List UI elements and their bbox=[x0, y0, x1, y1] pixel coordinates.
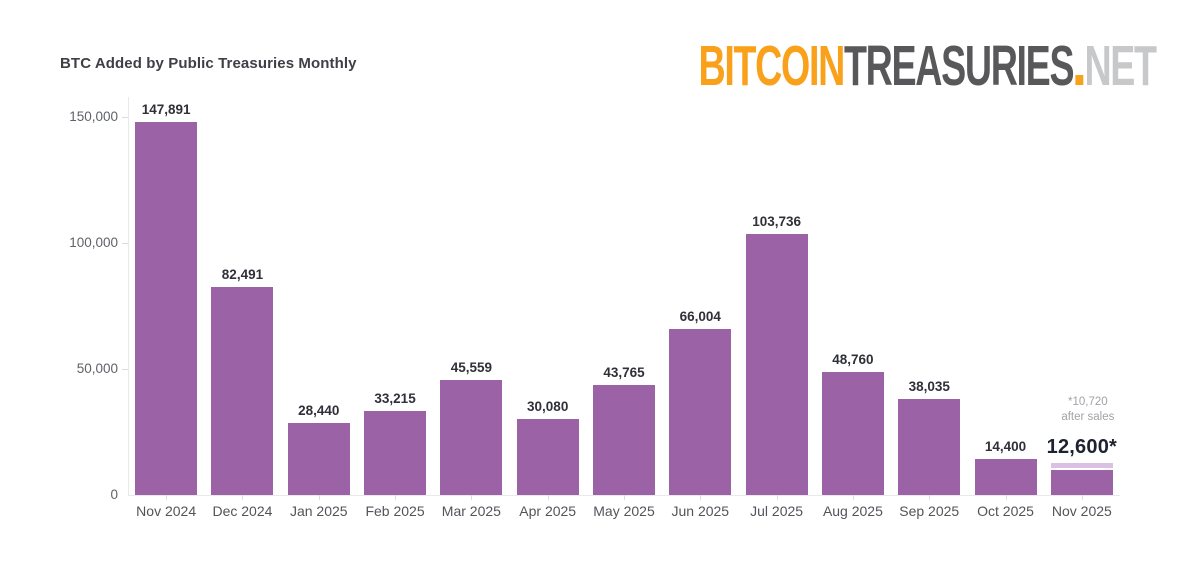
chart-title: BTC Added by Public Treasuries Monthly bbox=[60, 55, 357, 72]
bar-value-label-jan-2025: 28,440 bbox=[298, 403, 340, 419]
bar-jun-2025[interactable] bbox=[669, 328, 732, 495]
y-axis-tick-label: 100,000 bbox=[69, 235, 118, 250]
bar-apr-2025[interactable] bbox=[516, 419, 579, 495]
bar-value-label-nov-2025: 12,600* bbox=[1046, 436, 1118, 459]
y-axis-tick-label: 0 bbox=[110, 487, 118, 502]
x-axis-label-dec-2024: Dec 2024 bbox=[212, 503, 273, 519]
x-axis-tick bbox=[242, 495, 244, 500]
x-axis-tick bbox=[547, 495, 549, 500]
x-axis-tick bbox=[929, 495, 931, 500]
x-axis-label-feb-2025: Feb 2025 bbox=[365, 503, 425, 519]
bar-mar-2025[interactable] bbox=[440, 380, 503, 495]
logo-bitcoin-text: BITCOIN bbox=[698, 34, 846, 98]
x-axis-tick bbox=[624, 495, 625, 500]
x-axis-label-mar-2025: Mar 2025 bbox=[441, 503, 501, 519]
bar-value-label-may-2025: 43,765 bbox=[603, 364, 645, 380]
x-axis-tick bbox=[700, 495, 702, 500]
x-axis-label-jul-2025: Jul 2025 bbox=[750, 503, 804, 519]
bar-value-label-sep-2025: 38,035 bbox=[908, 379, 950, 395]
annotation-line-1: *10,720 bbox=[1068, 396, 1108, 409]
logo-dot-icon bbox=[1075, 75, 1084, 85]
annotation-line-2: after sales bbox=[1061, 411, 1115, 424]
y-axis-tick bbox=[122, 369, 128, 370]
y-axis-tick bbox=[122, 243, 128, 244]
after-sales-annotation: *10,720 after sales bbox=[1028, 395, 1148, 425]
bar-nov-2025[interactable] bbox=[1050, 463, 1113, 495]
bar-value-label-nov-2024: 147,891 bbox=[141, 102, 191, 118]
x-axis-tick bbox=[852, 495, 854, 500]
bar-nov-2024[interactable] bbox=[135, 122, 198, 495]
bar-value-label-aug-2025: 48,760 bbox=[832, 352, 874, 368]
bar-value-label-feb-2025: 33,215 bbox=[374, 391, 416, 407]
x-axis-tick bbox=[471, 495, 473, 500]
x-axis-label-nov-2024: Nov 2024 bbox=[136, 503, 197, 519]
bar-value-label-apr-2025: 30,080 bbox=[527, 399, 569, 415]
x-axis-label-nov-2025: Nov 2025 bbox=[1051, 503, 1112, 519]
bar-may-2025[interactable] bbox=[593, 384, 655, 495]
bar-value-label-dec-2024: 82,491 bbox=[221, 267, 264, 283]
x-axis-tick bbox=[395, 495, 397, 500]
x-axis-tick bbox=[1081, 495, 1083, 500]
x-axis-tick bbox=[776, 495, 778, 500]
bar-oct-2025[interactable] bbox=[974, 458, 1037, 495]
y-axis-tick bbox=[122, 117, 128, 118]
x-axis-tick bbox=[1005, 495, 1007, 500]
y-axis-tick-label: 50,000 bbox=[76, 361, 118, 376]
x-axis-label-sep-2025: Sep 2025 bbox=[899, 503, 960, 519]
x-axis-label-apr-2025: Apr 2025 bbox=[519, 503, 577, 519]
x-axis-label-aug-2025: Aug 2025 bbox=[822, 503, 883, 519]
y-axis-tick-label: 150,000 bbox=[69, 109, 118, 124]
bar-after-sales bbox=[1050, 469, 1113, 495]
bar-dec-2024[interactable] bbox=[211, 287, 274, 495]
bar-value-label-oct-2025: 14,400 bbox=[984, 438, 1027, 454]
bar-value-label-jul-2025: 103,736 bbox=[752, 213, 802, 229]
bar-sep-2025[interactable] bbox=[898, 399, 961, 495]
bar-cap-pre-sales bbox=[1050, 463, 1113, 468]
bar-aug-2025[interactable] bbox=[821, 372, 884, 495]
logo-net-text: NET bbox=[1084, 34, 1158, 98]
logo-treasuries-text: TREASURIES bbox=[844, 34, 1075, 98]
x-axis-tick bbox=[166, 495, 168, 500]
bar-value-label-mar-2025: 45,559 bbox=[450, 360, 493, 376]
y-axis-line bbox=[128, 97, 129, 495]
x-axis-label-jan-2025: Jan 2025 bbox=[289, 503, 348, 519]
bar-feb-2025[interactable] bbox=[364, 411, 427, 495]
x-axis-label-jun-2025: Jun 2025 bbox=[671, 503, 730, 519]
bar-jan-2025[interactable] bbox=[287, 423, 350, 495]
bar-value-label-jun-2025: 66,004 bbox=[679, 308, 721, 324]
bar-jul-2025[interactable] bbox=[745, 233, 808, 495]
x-axis-tick bbox=[318, 495, 320, 500]
x-axis-label-oct-2025: Oct 2025 bbox=[977, 503, 1034, 519]
bitcointreasuries-logo[interactable]: BITCOINTREASURIES NET bbox=[699, 38, 1158, 95]
x-axis-label-may-2025: May 2025 bbox=[593, 503, 655, 519]
